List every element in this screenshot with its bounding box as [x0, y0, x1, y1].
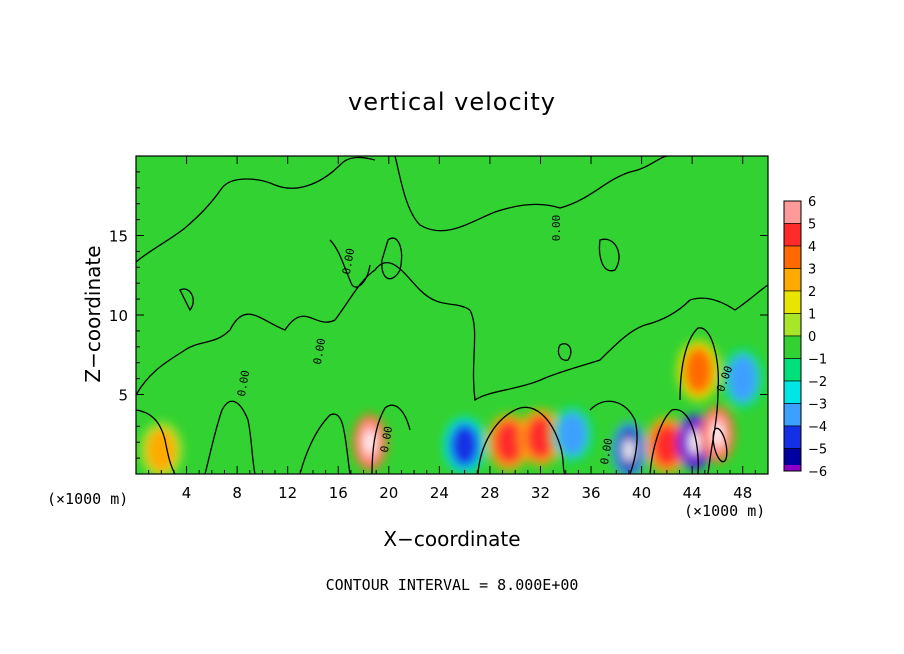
colorbar-label: 1: [808, 308, 816, 323]
colorbar-label: −3: [808, 398, 827, 413]
y-tick-label: 10: [109, 307, 128, 325]
colorbar-label: 2: [808, 285, 816, 300]
colorbar-label: 6: [808, 195, 816, 210]
colorbar-swatch: [783, 313, 802, 337]
y-axis: 5 10 15: [109, 171, 768, 459]
velocity-feature-positive: [525, 415, 556, 460]
feature-core: [364, 430, 375, 455]
velocity-feature-positive: [683, 346, 714, 395]
x-tick-label: 20: [379, 484, 398, 502]
colorbar-swatch: [783, 425, 802, 449]
x-tick-label: 32: [531, 484, 550, 502]
colorbar: 6 5 4 3 2 1 0 −1 −2 −3 −4 −5 −6: [783, 195, 827, 480]
contour-label: 0.00: [235, 369, 252, 397]
velocity-feature-negative: [449, 423, 480, 468]
velocity-feature-positive: [493, 420, 524, 465]
colorbar-label: 0: [808, 330, 816, 345]
contour-label: 0.00: [340, 247, 357, 275]
contour-label: 0.00: [311, 337, 328, 365]
velocity-feature-positive: [651, 423, 682, 468]
x-tick-label: 8: [232, 484, 242, 502]
x-axis: 4 8 12 16 20 24 28 32 36 40 44 48: [148, 156, 756, 502]
x-tick-label: 28: [480, 484, 499, 502]
colorbar-label: −2: [808, 375, 827, 390]
x-tick-label: 16: [329, 484, 348, 502]
contour-label: 0.00: [378, 425, 395, 453]
colorbar-swatch: [783, 200, 802, 224]
contour-label: 0.00: [550, 215, 563, 242]
y-tick-label: 15: [109, 228, 128, 246]
colorbar-swatch: [783, 358, 802, 382]
colorbar-label: 3: [808, 263, 816, 278]
x-axis-label: X−coordinate: [383, 527, 521, 551]
colorbar-label: 4: [808, 240, 816, 255]
colorbar-label: −5: [808, 443, 827, 458]
contour-label: 0.00: [598, 437, 615, 465]
x-unit-label-left: (×1000 m): [47, 490, 129, 508]
colorbar-label: −6: [808, 465, 827, 480]
colorbar-swatch: [783, 403, 802, 427]
colorbar-swatch: [783, 245, 802, 269]
colorbar-swatch: [783, 380, 802, 404]
x-tick-label: 12: [278, 484, 297, 502]
velocity-feature-negative: [727, 354, 758, 403]
colorbar-label: 5: [808, 218, 816, 233]
colorbar-swatch-min: [784, 465, 801, 471]
contour-interval-note: CONTOUR INTERVAL = 8.000E+00: [325, 576, 579, 594]
x-tick-label: 24: [430, 484, 449, 502]
colorbar-label: −4: [808, 420, 827, 435]
zero-contours: [136, 156, 768, 474]
colorbar-swatch: [783, 268, 802, 292]
colorbar-label: −1: [808, 353, 827, 368]
y-axis-label: Z−coordinate: [81, 245, 105, 383]
x-tick-label: 4: [182, 484, 192, 502]
colorbar-swatch: [783, 335, 802, 359]
x-tick-label: 40: [632, 484, 651, 502]
x-unit-label-right: (×1000 m): [684, 502, 766, 520]
feature-core: [623, 438, 634, 463]
colorbar-frame: [783, 200, 802, 472]
x-tick-label: 48: [733, 484, 752, 502]
chart-title: vertical velocity: [348, 88, 556, 116]
velocity-feature-negative: [557, 412, 588, 457]
colorbar-swatch: [783, 223, 802, 247]
x-tick-label: 36: [581, 484, 600, 502]
x-tick-label: 44: [683, 484, 702, 502]
y-tick-label: 5: [118, 387, 128, 405]
velocity-feature-positive: [146, 428, 177, 473]
colorbar-swatch: [783, 290, 802, 314]
velocity-field: 0.000.000.000.000.000.000.00: [136, 156, 768, 474]
